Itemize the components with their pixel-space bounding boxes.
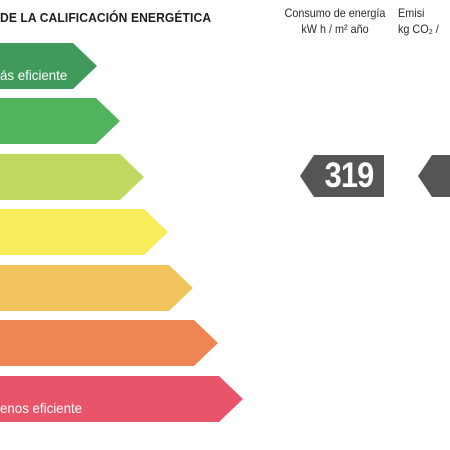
emissions-unit: kg CO₂ /	[398, 22, 439, 36]
energy-consumption-unit: kW h / m² año	[301, 22, 369, 36]
page-title: DE LA CALIFICACIÓN ENERGÉTICA	[0, 10, 212, 25]
rating-band-6	[0, 320, 218, 366]
emissions-rating-indicator	[418, 155, 450, 197]
emissions-label: Emisi	[398, 6, 425, 20]
band-label-least-efficient: enos eficiente	[0, 400, 83, 416]
rating-band-2	[0, 98, 120, 144]
emissions-rating-value	[434, 155, 450, 197]
rating-band-5	[0, 265, 193, 311]
emissions-header: Emisi kg CO₂ /	[398, 5, 450, 37]
energy-rating-indicator: 319	[300, 155, 384, 197]
rating-band-4	[0, 209, 168, 255]
rating-band-7: enos eficiente	[0, 376, 243, 422]
rating-band-3	[0, 154, 144, 200]
rating-band-1: ás eficiente	[0, 43, 97, 89]
energy-rating-value: 319	[324, 156, 375, 195]
energy-consumption-label: Consumo de energía	[284, 6, 386, 20]
band-label-most-efficient: ás eficiente	[0, 67, 68, 83]
energy-consumption-header: Consumo de energía kW h / m² año	[277, 5, 394, 37]
